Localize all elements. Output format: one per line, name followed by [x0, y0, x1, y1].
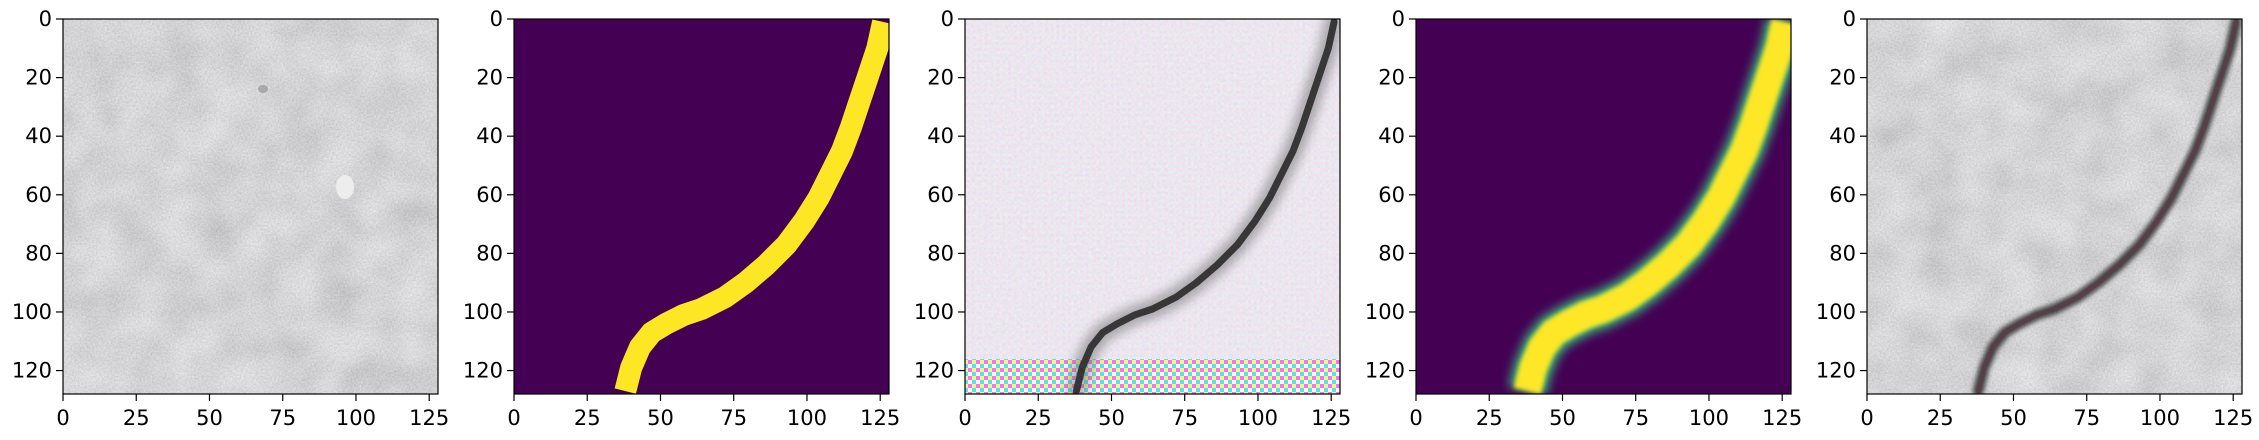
y-tick-label: 40: [1378, 124, 1405, 148]
y-tick-label: 100: [12, 300, 52, 324]
x-tick-label: 75: [269, 406, 296, 430]
y-tick-label: 0: [39, 7, 52, 31]
y-tick-label: 80: [1378, 241, 1405, 265]
x-tick-label: 0: [56, 406, 69, 430]
y-tick-label: 60: [476, 183, 503, 207]
y-tick-label: 120: [1365, 359, 1405, 383]
y-tick-label: 80: [25, 241, 52, 265]
x-tick-label: 125: [2213, 406, 2253, 430]
x-tick-label: 100: [336, 406, 376, 430]
x-tick-label: 100: [1689, 406, 1729, 430]
x-tick-label: 75: [1622, 406, 1649, 430]
x-tick-label: 75: [1171, 406, 1198, 430]
x-tick-label: 0: [1860, 406, 1873, 430]
y-tick-label: 120: [1816, 359, 1856, 383]
panel-predicted-mask: 0 25 50 75 100 125 0 20 40 60 80 100 120: [1365, 7, 1802, 430]
x-tick-label: 125: [1762, 406, 1802, 430]
blended-result-frame: [1866, 18, 2243, 395]
x-tick-label: 125: [860, 406, 900, 430]
input-texture-frame: [62, 18, 439, 395]
x-tick-label: 0: [1409, 406, 1422, 430]
y-tick-label: 60: [25, 183, 52, 207]
x-tick-label: 125: [1311, 406, 1351, 430]
x-tick-label: 50: [1549, 406, 1576, 430]
y-tick-label: 100: [914, 300, 954, 324]
y-tick-label: 0: [1843, 7, 1856, 31]
panel-generated-texture: 0 25 50 75 100 125 0 20 40 60 80 100 120: [914, 7, 1351, 430]
panel-ground-truth-mask: 0 25 50 75 100 125 0 20 40 60 80 100 120: [463, 7, 900, 430]
y-tick-label: 40: [25, 124, 52, 148]
y-tick-label: 0: [1392, 7, 1405, 31]
x-tick-label: 100: [1238, 406, 1278, 430]
y-tick-label: 60: [1378, 183, 1405, 207]
x-tick-label: 50: [1098, 406, 1125, 430]
y-tick-label: 40: [476, 124, 503, 148]
x-tick-label: 125: [409, 406, 449, 430]
x-tick-label: 100: [787, 406, 827, 430]
x-tick-label: 75: [720, 406, 747, 430]
input-texture-image: [63, 19, 438, 394]
x-tick-label: 0: [507, 406, 520, 430]
predicted-mask-image: [1416, 19, 1791, 394]
x-tick-label: 25: [123, 406, 150, 430]
x-tick-label: 50: [196, 406, 223, 430]
y-tick-label: 120: [12, 359, 52, 383]
y-tick-label: 20: [476, 66, 503, 90]
y-tick-label: 80: [927, 241, 954, 265]
y-tick-label: 100: [463, 300, 503, 324]
x-tick-label: 25: [574, 406, 601, 430]
x-tick-label: 25: [1025, 406, 1052, 430]
x-tick-label: 50: [647, 406, 674, 430]
y-tick-label: 20: [25, 66, 52, 90]
y-tick-label: 100: [1365, 300, 1405, 324]
generated-texture-image: [965, 19, 1340, 394]
x-tick-label: 0: [958, 406, 971, 430]
y-tick-label: 40: [1829, 124, 1856, 148]
x-tick-label: 25: [1476, 406, 1503, 430]
panel-input-texture: 0 25 50 75 100 125 0 20 40 60 80 100 120: [12, 7, 449, 430]
predicted-mask-frame: [1415, 18, 1792, 395]
y-tick-label: 60: [927, 183, 954, 207]
panel-blended-result: 0 25 50 75 100 125 0 20 40 60 80 100 120: [1816, 7, 2253, 430]
x-tick-label: 75: [2073, 406, 2100, 430]
y-tick-label: 40: [927, 124, 954, 148]
y-tick-label: 20: [1378, 66, 1405, 90]
ground-truth-mask-image: [514, 19, 889, 394]
y-tick-label: 100: [1816, 300, 1856, 324]
y-tick-label: 0: [941, 7, 954, 31]
x-tick-label: 100: [2140, 406, 2180, 430]
blended-result-image: [1867, 19, 2242, 394]
x-tick-label: 25: [1927, 406, 1954, 430]
ground-truth-mask-frame: [513, 18, 890, 395]
x-tick-label: 50: [2000, 406, 2027, 430]
y-tick-label: 20: [1829, 66, 1856, 90]
y-tick-label: 80: [476, 241, 503, 265]
y-tick-label: 80: [1829, 241, 1856, 265]
y-tick-label: 20: [927, 66, 954, 90]
y-tick-label: 0: [490, 7, 503, 31]
y-tick-label: 60: [1829, 183, 1856, 207]
y-tick-label: 120: [914, 359, 954, 383]
y-tick-label: 120: [463, 359, 503, 383]
generated-texture-frame: [964, 18, 1341, 395]
